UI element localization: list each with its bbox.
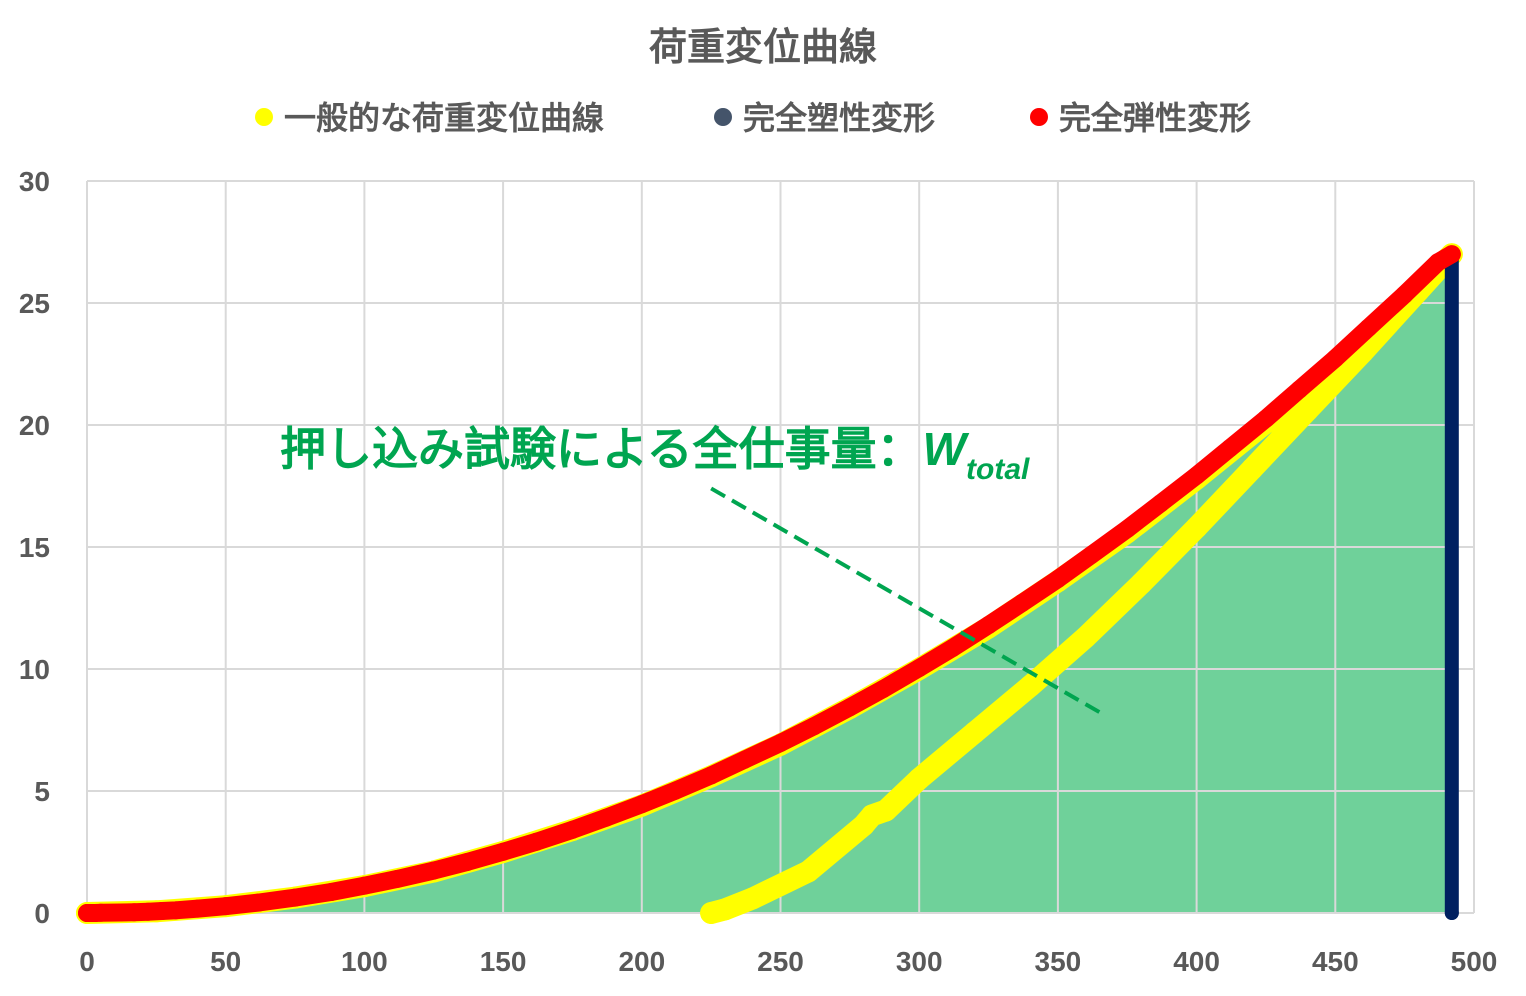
series-elastic-point xyxy=(1118,519,1137,538)
legend-label-plastic: 完全塑性変形 xyxy=(743,99,935,137)
series-elastic-point xyxy=(424,861,443,880)
x-tick-label: 50 xyxy=(210,946,241,977)
legend-marker-elastic xyxy=(1030,108,1048,126)
series-plastic-point xyxy=(1444,906,1459,920)
series-elastic-point xyxy=(804,717,823,736)
y-tick-label: 0 xyxy=(34,898,50,929)
series-elastic-point xyxy=(771,733,790,752)
annotation-subscript: total xyxy=(966,453,1030,486)
series-elastic-point xyxy=(1395,285,1414,304)
series-elastic-point xyxy=(216,897,235,916)
x-tick-label: 300 xyxy=(896,946,943,977)
y-axis-ticks: 0 5 10 15 20 25 30 xyxy=(19,166,50,929)
series-elastic-point xyxy=(166,901,185,920)
x-tick-label: 0 xyxy=(79,946,95,977)
series-elastic-point xyxy=(286,888,305,907)
legend-label-elastic: 完全弾性変形 xyxy=(1059,99,1251,137)
x-tick-label: 250 xyxy=(757,946,804,977)
series-elastic-point xyxy=(188,899,207,918)
series-general-curve-point xyxy=(1241,457,1264,480)
series-elastic-point xyxy=(1187,466,1206,485)
series-elastic-point xyxy=(322,883,341,902)
series-elastic-point xyxy=(1428,253,1447,272)
series-general-curve-point xyxy=(700,902,723,924)
series-elastic-point xyxy=(111,903,130,922)
series-general-curve-point xyxy=(1074,626,1097,649)
series-elastic-point xyxy=(388,869,407,888)
series-general-curve-point xyxy=(741,887,764,910)
chart-title: 荷重変位曲線 xyxy=(649,25,877,69)
series-elastic-point xyxy=(152,902,171,921)
series-elastic-point xyxy=(1326,349,1345,368)
annotation-text: 押し込み試験による全仕事量： xyxy=(280,422,923,476)
legend-marker-plastic xyxy=(714,108,732,126)
series-elastic-point xyxy=(1220,439,1239,458)
series-elastic-point xyxy=(735,750,754,769)
series-elastic-point xyxy=(139,902,158,921)
x-axis-ticks: 0 50 100 150 200 250 300 350 400 450 500 xyxy=(79,946,1497,977)
series-elastic-point xyxy=(943,639,962,658)
series-elastic-point xyxy=(596,808,615,827)
y-tick-label: 20 xyxy=(19,410,50,441)
y-tick-label: 15 xyxy=(19,532,50,563)
legend-item-elastic: 完全弾性変形 xyxy=(1030,99,1251,137)
legend-label-general-curve: 一般的な荷重変位曲線 xyxy=(284,99,604,137)
x-tick-label: 150 xyxy=(480,946,527,977)
y-tick-label: 30 xyxy=(19,166,50,197)
work-area-layer xyxy=(87,254,1452,913)
y-tick-label: 25 xyxy=(19,288,50,319)
series-elastic-point xyxy=(91,903,110,922)
series-elastic-point xyxy=(1048,569,1067,588)
y-tick-label: 5 xyxy=(34,776,50,807)
series-elastic-point xyxy=(1442,245,1461,264)
series-general-curve-point xyxy=(1130,572,1153,595)
series-layer xyxy=(76,243,1463,924)
annotation-layer: 押し込み試験による全仕事量：Wtotal xyxy=(280,422,1107,718)
legend-item-general-curve: 一般的な荷重変位曲線 xyxy=(255,99,604,137)
legend-item-plastic: 完全塑性変形 xyxy=(714,99,935,137)
series-elastic-point xyxy=(1359,318,1378,337)
series-general-curve-point xyxy=(797,860,820,883)
x-tick-label: 350 xyxy=(1035,946,1082,977)
annotation-symbol: W xyxy=(923,423,970,475)
x-tick-label: 200 xyxy=(618,946,665,977)
series-elastic-point xyxy=(125,903,144,922)
series-elastic-point xyxy=(1290,380,1309,399)
legend: 一般的な荷重変位曲線 完全塑性変形 完全弾性変形 xyxy=(255,99,1251,137)
annotation-label: 押し込み試験による全仕事量：Wtotal xyxy=(280,422,1030,486)
series-elastic-point xyxy=(1151,494,1170,513)
series-elastic-point xyxy=(527,832,546,851)
series-elastic-point xyxy=(494,842,513,861)
series-elastic-point xyxy=(874,680,893,699)
series-elastic-point xyxy=(1256,409,1275,428)
series-general-curve-point xyxy=(963,721,986,744)
series-elastic-point xyxy=(666,781,685,800)
series-elastic-point xyxy=(355,876,374,895)
series-general-curve-point xyxy=(1296,399,1319,422)
series-elastic-point xyxy=(910,659,929,678)
series-elastic-point xyxy=(632,795,651,814)
x-tick-label: 500 xyxy=(1451,946,1498,977)
series-elastic-point xyxy=(458,853,477,872)
series-elastic-point xyxy=(563,820,582,839)
series-elastic-point xyxy=(249,893,268,912)
series-elastic-point xyxy=(979,616,998,635)
series-general-curve-point xyxy=(908,767,931,790)
x-tick-label: 400 xyxy=(1173,946,1220,977)
series-elastic-point xyxy=(1082,546,1101,565)
work-area-fill xyxy=(87,254,1452,913)
x-tick-label: 100 xyxy=(341,946,388,977)
x-tick-label: 450 xyxy=(1312,946,1359,977)
series-elastic-point xyxy=(840,698,859,717)
annotation-pointer-line xyxy=(710,486,1107,718)
y-tick-label: 10 xyxy=(19,654,50,685)
series-general-curve-point xyxy=(1185,516,1208,539)
legend-marker-general-curve xyxy=(255,108,273,126)
series-general-curve-point xyxy=(1019,675,1042,698)
series-general-curve-point xyxy=(852,814,875,837)
series-elastic-point xyxy=(702,766,721,785)
series-elastic-point xyxy=(1012,594,1031,613)
